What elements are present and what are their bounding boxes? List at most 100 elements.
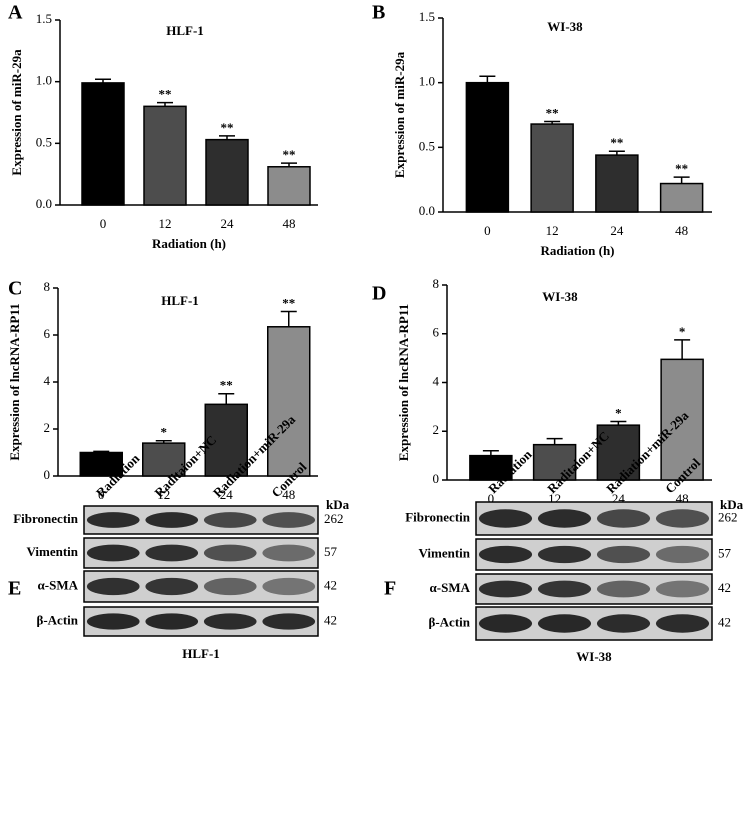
error-bar: [482, 450, 499, 456]
error-bar: [93, 450, 110, 453]
error-bar: [95, 78, 111, 83]
error-bar: [281, 162, 297, 167]
error-bar: [155, 440, 172, 444]
row-label: α-SMA: [430, 580, 471, 595]
unit-label: kDa: [720, 497, 744, 512]
significance: **: [283, 147, 296, 162]
y-tick-label: 6: [44, 326, 51, 341]
unit-label: kDa: [326, 497, 350, 512]
blot-band: [478, 545, 533, 564]
panel-letter: E: [8, 578, 21, 600]
significance: **: [675, 161, 688, 176]
row-label: Fibronectin: [13, 511, 79, 526]
significance: **: [159, 87, 172, 102]
kda-label: 42: [324, 577, 337, 592]
error-bar: [479, 75, 496, 83]
blot-band: [203, 512, 257, 528]
panel-letter: A: [8, 2, 23, 24]
y-axis-label: Expression of lncRNA-RP11: [7, 303, 22, 460]
bar: [530, 123, 574, 213]
y-tick-label: 0: [433, 471, 440, 486]
kda-label: 57: [718, 545, 732, 560]
x-tick-label: 12: [159, 216, 172, 231]
error-bar: [157, 101, 173, 107]
chart-title: HLF-1: [161, 293, 199, 308]
kda-label: 262: [718, 509, 738, 524]
row-label: β-Actin: [428, 614, 470, 629]
blot-band: [145, 577, 199, 596]
y-tick-label: 6: [433, 325, 440, 340]
error-bar: [674, 339, 691, 360]
bar: [81, 82, 125, 206]
blot-band: [655, 509, 710, 528]
error-bar: [546, 437, 563, 445]
bar: [660, 358, 704, 481]
blot-band: [596, 580, 651, 598]
error-bar: [610, 420, 627, 426]
panel-letter: C: [8, 278, 22, 300]
significance: **: [546, 105, 559, 120]
error-bar: [280, 310, 297, 327]
y-tick-label: 1.0: [36, 73, 52, 88]
y-tick-label: 0: [44, 467, 51, 482]
x-tick-label: 0: [98, 487, 105, 502]
row-label: Fibronectin: [405, 509, 471, 524]
blot-band: [262, 512, 316, 528]
x-tick-label: 0: [100, 216, 107, 231]
x-tick-label: 24: [220, 487, 234, 502]
significance: **: [220, 378, 233, 393]
error-bar: [608, 150, 625, 156]
y-tick-label: 2: [44, 420, 51, 435]
row-label: α-SMA: [38, 577, 79, 592]
bar: [142, 442, 186, 477]
y-axis-label: Expression of miR-29a: [9, 49, 24, 176]
y-tick-label: 4: [44, 373, 51, 388]
significance: **: [610, 135, 623, 150]
x-axis-label: Radiation (h): [540, 243, 614, 258]
panel-letter: B: [372, 2, 385, 24]
blot-band: [86, 544, 140, 562]
y-tick-label: 0.0: [419, 203, 435, 218]
x-tick-label: 0: [488, 491, 495, 506]
x-tick-label: 24: [221, 216, 235, 231]
bar: [143, 105, 187, 206]
y-tick-label: 4: [433, 373, 440, 388]
y-axis-label: Expression of lncRNA-RP11: [396, 304, 411, 461]
blot-band: [478, 509, 533, 528]
blot-band: [145, 613, 199, 630]
bar: [659, 182, 704, 213]
cell-line-label: HLF-1: [182, 646, 220, 661]
y-tick-label: 0.0: [36, 196, 52, 211]
blot-band: [145, 544, 199, 562]
y-tick-label: 1.5: [36, 11, 52, 26]
blot-band: [145, 512, 199, 528]
blot-band: [655, 614, 710, 633]
y-tick-label: 8: [44, 279, 51, 294]
y-tick-label: 0.5: [36, 134, 52, 149]
blot-band: [655, 545, 710, 564]
kda-label: 262: [324, 511, 344, 526]
blot-band: [478, 580, 533, 598]
blot-band: [262, 577, 316, 596]
bar: [465, 81, 510, 213]
blot-band: [86, 613, 140, 630]
significance: *: [161, 425, 168, 440]
row-label: Vimentin: [26, 544, 78, 559]
blot-band: [262, 613, 316, 630]
y-tick-label: 1.5: [419, 9, 435, 24]
kda-label: 42: [718, 580, 731, 595]
x-tick-label: 12: [157, 487, 170, 502]
bar: [267, 326, 311, 477]
y-axis-label: Expression of miR-29a: [392, 51, 407, 178]
error-bar: [219, 135, 235, 140]
error-bar: [218, 393, 235, 405]
blot-band: [596, 545, 651, 564]
x-tick-label: 0: [484, 223, 491, 238]
significance: **: [221, 120, 234, 135]
x-tick-label: 48: [283, 216, 296, 231]
blot-band: [537, 509, 592, 528]
x-tick-label: 12: [546, 223, 559, 238]
chart-title: HLF-1: [166, 23, 204, 38]
blot-band: [655, 580, 710, 598]
